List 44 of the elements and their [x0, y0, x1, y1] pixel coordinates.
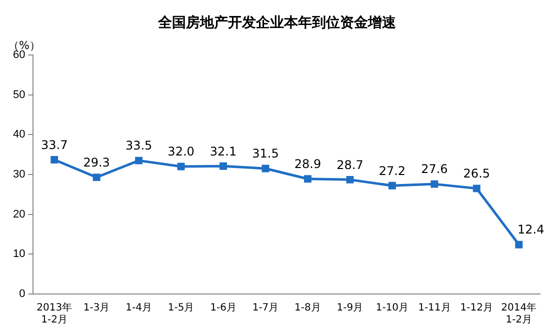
x-tick-label: 1-10月: [376, 302, 409, 314]
x-tick-label: 1-8月: [294, 302, 321, 314]
x-tick-label: 1-11月: [418, 302, 451, 314]
point: [50, 156, 58, 164]
data-label: 12.4: [518, 222, 544, 237]
x-tick-label: 1-3月: [83, 302, 110, 314]
data-label: 27.6: [421, 162, 448, 176]
x-tick-label: 1-4月: [126, 302, 152, 314]
x-tick-label: 1-5月: [168, 302, 194, 314]
point: [430, 180, 438, 188]
point: [92, 174, 100, 182]
point: [177, 162, 185, 170]
data-label: 27.2: [378, 164, 406, 178]
point: [135, 156, 143, 164]
data-label: 28.9: [294, 157, 322, 172]
x-tick-label: 1-7月: [252, 302, 279, 314]
data-label: 26.5: [463, 166, 490, 181]
data-label: 29.3: [83, 155, 110, 170]
point: [304, 175, 312, 183]
data-label: 32.1: [210, 144, 237, 158]
data-label: 33.7: [40, 138, 68, 152]
x-tick-label: 2014年 1-2月: [501, 302, 537, 326]
data-label: 33.5: [125, 138, 152, 153]
point: [346, 176, 354, 184]
chart-title: 全国房地产开发企业本年到位资金增速: [157, 14, 397, 32]
y-tick-label: 30: [12, 168, 26, 181]
y-tick-label: 20: [12, 208, 26, 220]
data-label: 28.7: [336, 158, 364, 172]
x-tick-label: 1-12月: [460, 302, 494, 314]
data-label: 31.5: [252, 146, 279, 161]
data-label: 32.0: [168, 144, 194, 159]
point: [472, 184, 480, 192]
x-tick-label: 1-9月: [336, 302, 364, 314]
y-tick-label: 50: [12, 88, 26, 101]
point: [220, 162, 227, 170]
x-tick-label: 1-6月: [210, 302, 236, 314]
y-tick-label: 0: [19, 288, 26, 300]
y-tick-label: 40: [12, 128, 26, 141]
y-tick-label: 10: [12, 248, 26, 260]
point: [262, 164, 270, 172]
point: [388, 182, 396, 190]
point: [515, 240, 523, 248]
y-tick-label: 60: [12, 49, 26, 62]
x-tick-label: 2013年 1-2月: [36, 302, 72, 326]
